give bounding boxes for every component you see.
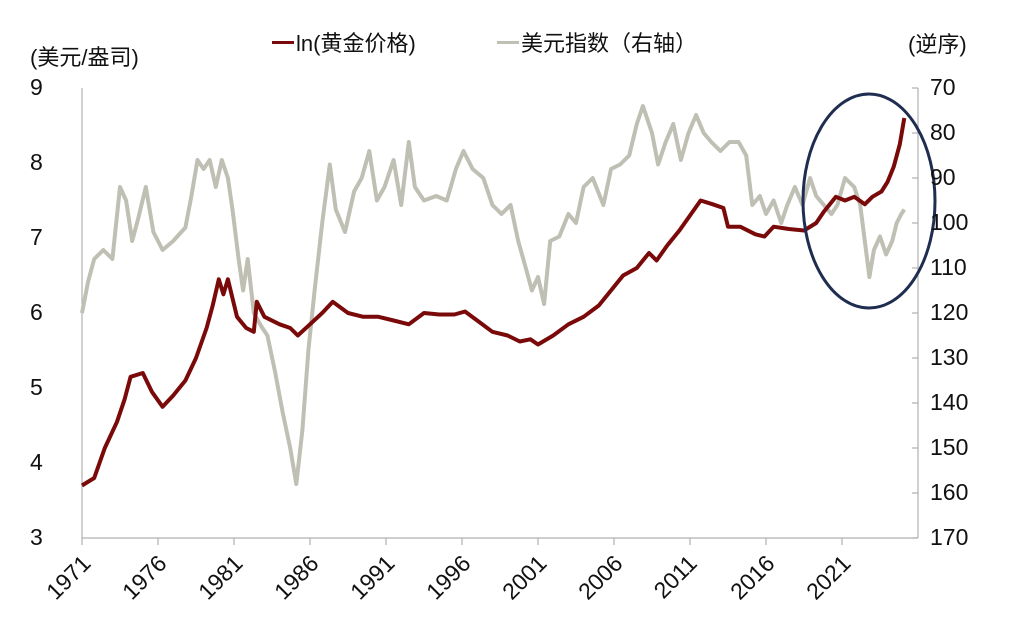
gold-legend-swatch-icon	[272, 40, 294, 44]
legend-item-gold: ln(黄金价格)	[272, 26, 416, 58]
right-axis-tick-label: 120	[930, 299, 969, 325]
gold-price-line	[80, 117, 907, 488]
right-axis-tick-label: 110	[930, 254, 967, 280]
right-axis-tick-label: 70	[930, 74, 956, 100]
usd-legend-swatch-icon	[497, 40, 519, 44]
right-axis-tick-label: 80	[930, 119, 956, 145]
left-axis-tick-label: 3	[30, 524, 43, 550]
left-axis-tick-label: 9	[30, 74, 43, 100]
left-axis-tick-label: 8	[30, 149, 43, 175]
right-axis-tick-label: 140	[930, 389, 969, 415]
left-axis-tick-label: 6	[30, 299, 43, 325]
left-axis-tick-label: 7	[30, 224, 43, 250]
right-axis-tick-label: 160	[930, 479, 969, 505]
axes	[81, 87, 919, 545]
right-axis-tick-label: 150	[930, 434, 969, 460]
left-axis-tick-label: 4	[30, 449, 43, 475]
series-layer	[80, 104, 907, 488]
right-axis-tick-label: 170	[930, 524, 969, 550]
right-axis-tick-label: 100	[930, 209, 969, 235]
left-axis-tick-label: 5	[30, 374, 43, 400]
legend-item-usd: 美元指数（右轴）	[497, 26, 697, 58]
usd-index-line	[80, 104, 906, 486]
right-axis-unit-label: (逆序)	[908, 32, 967, 57]
right-axis-tick-label: 130	[930, 344, 969, 370]
legend-label-usd: 美元指数（右轴）	[521, 31, 698, 56]
highlight-ellipse	[801, 92, 937, 310]
right-axis-tick-label: 90	[930, 164, 956, 190]
legend-label-gold: ln(黄金价格)	[296, 31, 416, 56]
left-axis-unit-label: (美元/盎司)	[30, 45, 139, 70]
